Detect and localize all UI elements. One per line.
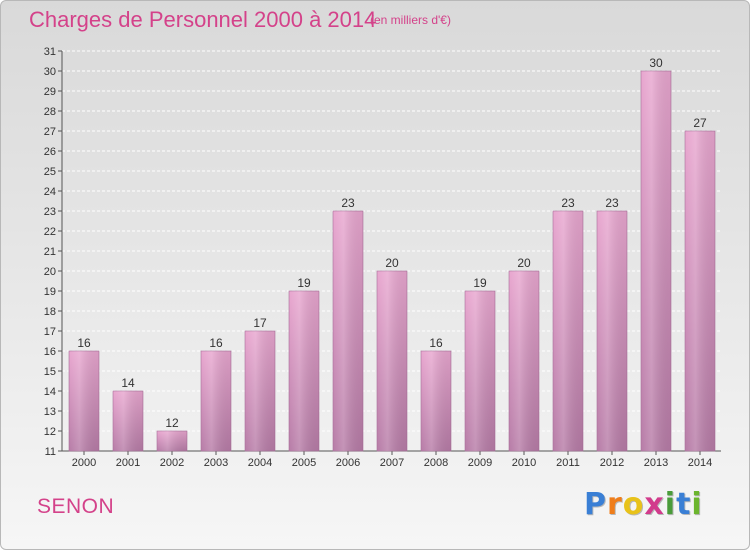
bar-shine bbox=[289, 291, 319, 451]
x-tick-label: 2004 bbox=[248, 457, 272, 469]
y-tick-label: 24 bbox=[44, 186, 56, 198]
bar-value-label: 19 bbox=[297, 276, 311, 290]
y-tick-label: 27 bbox=[44, 126, 56, 138]
x-tick-label: 2005 bbox=[292, 457, 316, 469]
y-tick-label: 28 bbox=[44, 106, 56, 118]
bar-value-label: 23 bbox=[341, 196, 355, 210]
bar-value-label: 20 bbox=[385, 256, 399, 270]
y-tick-label: 13 bbox=[44, 406, 56, 418]
y-tick-label: 22 bbox=[44, 226, 56, 238]
bar-value-label: 23 bbox=[605, 196, 619, 210]
logo-letter: r bbox=[607, 487, 623, 522]
bar-value-label: 19 bbox=[473, 276, 487, 290]
x-tick-label: 2003 bbox=[204, 457, 228, 469]
chart-title: Charges de Personnel 2000 à 2014 bbox=[29, 7, 377, 32]
bar-shine bbox=[333, 211, 363, 451]
y-tick-label: 17 bbox=[44, 326, 56, 338]
bar-value-label: 16 bbox=[429, 336, 443, 350]
bar-shine bbox=[465, 291, 495, 451]
y-tick-label: 23 bbox=[44, 206, 56, 218]
proxiti-logo: Proxiti bbox=[584, 487, 703, 522]
bar-shine bbox=[377, 271, 407, 451]
bar-shine bbox=[157, 431, 187, 451]
y-tick-label: 30 bbox=[44, 66, 56, 78]
labels: 11 12 13 14 15 16 17 18 19 20 21 22 23 24 25 26 27 28 29 30… bbox=[44, 46, 712, 469]
bar-shine bbox=[421, 351, 451, 451]
bar-shine bbox=[509, 271, 539, 451]
x-tick-label: 2012 bbox=[600, 457, 624, 469]
x-tick-label: 2002 bbox=[160, 457, 184, 469]
bar-value-label: 30 bbox=[649, 56, 663, 70]
x-tick-label: 2010 bbox=[512, 457, 536, 469]
y-tick-label: 18 bbox=[44, 306, 56, 318]
bar-value-label: 16 bbox=[209, 336, 223, 350]
bar-shine bbox=[113, 391, 143, 451]
x-tick-label: 2000 bbox=[72, 457, 96, 469]
x-tick-label: 2013 bbox=[644, 457, 668, 469]
y-tick-label: 16 bbox=[44, 346, 56, 358]
y-tick-label: 20 bbox=[44, 266, 56, 278]
logo-letter: t bbox=[676, 487, 692, 522]
bar-shine bbox=[685, 131, 715, 451]
x-tick-label: 2011 bbox=[556, 457, 580, 469]
y-tick-label: 15 bbox=[44, 366, 56, 378]
y-tick-label: 21 bbox=[44, 246, 56, 258]
logo-letter: x bbox=[644, 487, 665, 522]
y-tick-label: 19 bbox=[44, 286, 56, 298]
logo-letter: o bbox=[622, 487, 645, 522]
y-tick-label: 29 bbox=[44, 86, 56, 98]
bar-shine bbox=[597, 211, 627, 451]
bar-shine bbox=[201, 351, 231, 451]
x-tick-label: 2006 bbox=[336, 457, 360, 469]
y-tick-label: 31 bbox=[44, 46, 56, 58]
bar-shine bbox=[69, 351, 99, 451]
y-tick-label: 25 bbox=[44, 166, 56, 178]
bar-value-label: 23 bbox=[561, 196, 575, 210]
x-tick-label: 2001 bbox=[116, 457, 140, 469]
bar-value-label: 12 bbox=[165, 416, 179, 430]
bar-shine bbox=[245, 331, 275, 451]
y-tick-label: 14 bbox=[44, 386, 56, 398]
bar-shine bbox=[641, 71, 671, 451]
bar-value-label: 20 bbox=[517, 256, 531, 270]
logo-letter: i bbox=[664, 487, 677, 522]
bar-value-label: 17 bbox=[253, 316, 267, 330]
x-tick-label: 2008 bbox=[424, 457, 448, 469]
chart-subtitle: (en milliers d'€) bbox=[370, 13, 451, 27]
y-tick-label: 12 bbox=[44, 426, 56, 438]
bars bbox=[68, 70, 716, 452]
bar-value-label: 14 bbox=[121, 376, 135, 390]
y-tick-label: 11 bbox=[45, 446, 56, 458]
x-tick-label: 2014 bbox=[688, 457, 712, 469]
commune-name: SENON bbox=[37, 495, 115, 518]
bar-value-label: 27 bbox=[693, 116, 707, 130]
logo-letter: i bbox=[691, 487, 703, 522]
x-tick-label: 2009 bbox=[468, 457, 492, 469]
bar-shine bbox=[553, 211, 583, 451]
logo-letter: P bbox=[584, 487, 607, 522]
bar-value-label: 16 bbox=[77, 336, 91, 350]
y-tick-label: 26 bbox=[44, 146, 56, 158]
x-tick-label: 2007 bbox=[380, 457, 404, 469]
